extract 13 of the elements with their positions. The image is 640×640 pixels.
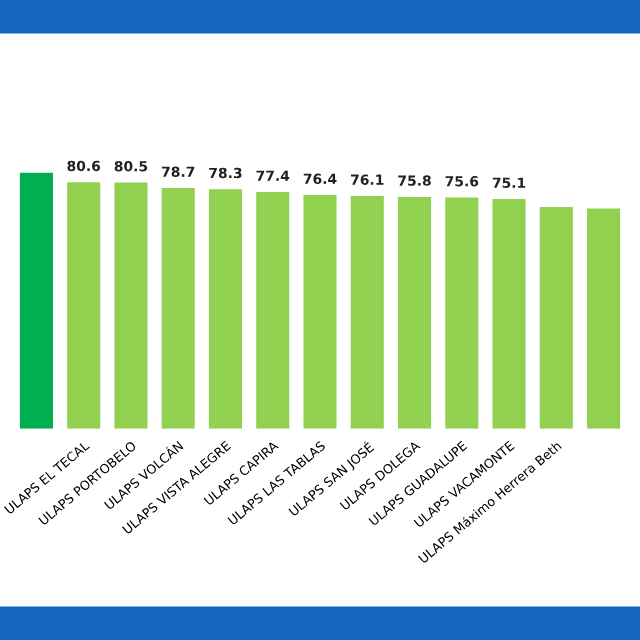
bar (19, 172, 53, 429)
bar (114, 182, 148, 429)
bar (303, 195, 337, 429)
bar (587, 208, 621, 429)
bar (539, 206, 573, 429)
bar (397, 196, 432, 429)
bar (161, 188, 195, 429)
bar (67, 182, 101, 429)
bar (350, 195, 384, 429)
bar (256, 191, 290, 429)
bar (445, 197, 479, 429)
bar (208, 189, 243, 429)
bar (492, 199, 526, 429)
